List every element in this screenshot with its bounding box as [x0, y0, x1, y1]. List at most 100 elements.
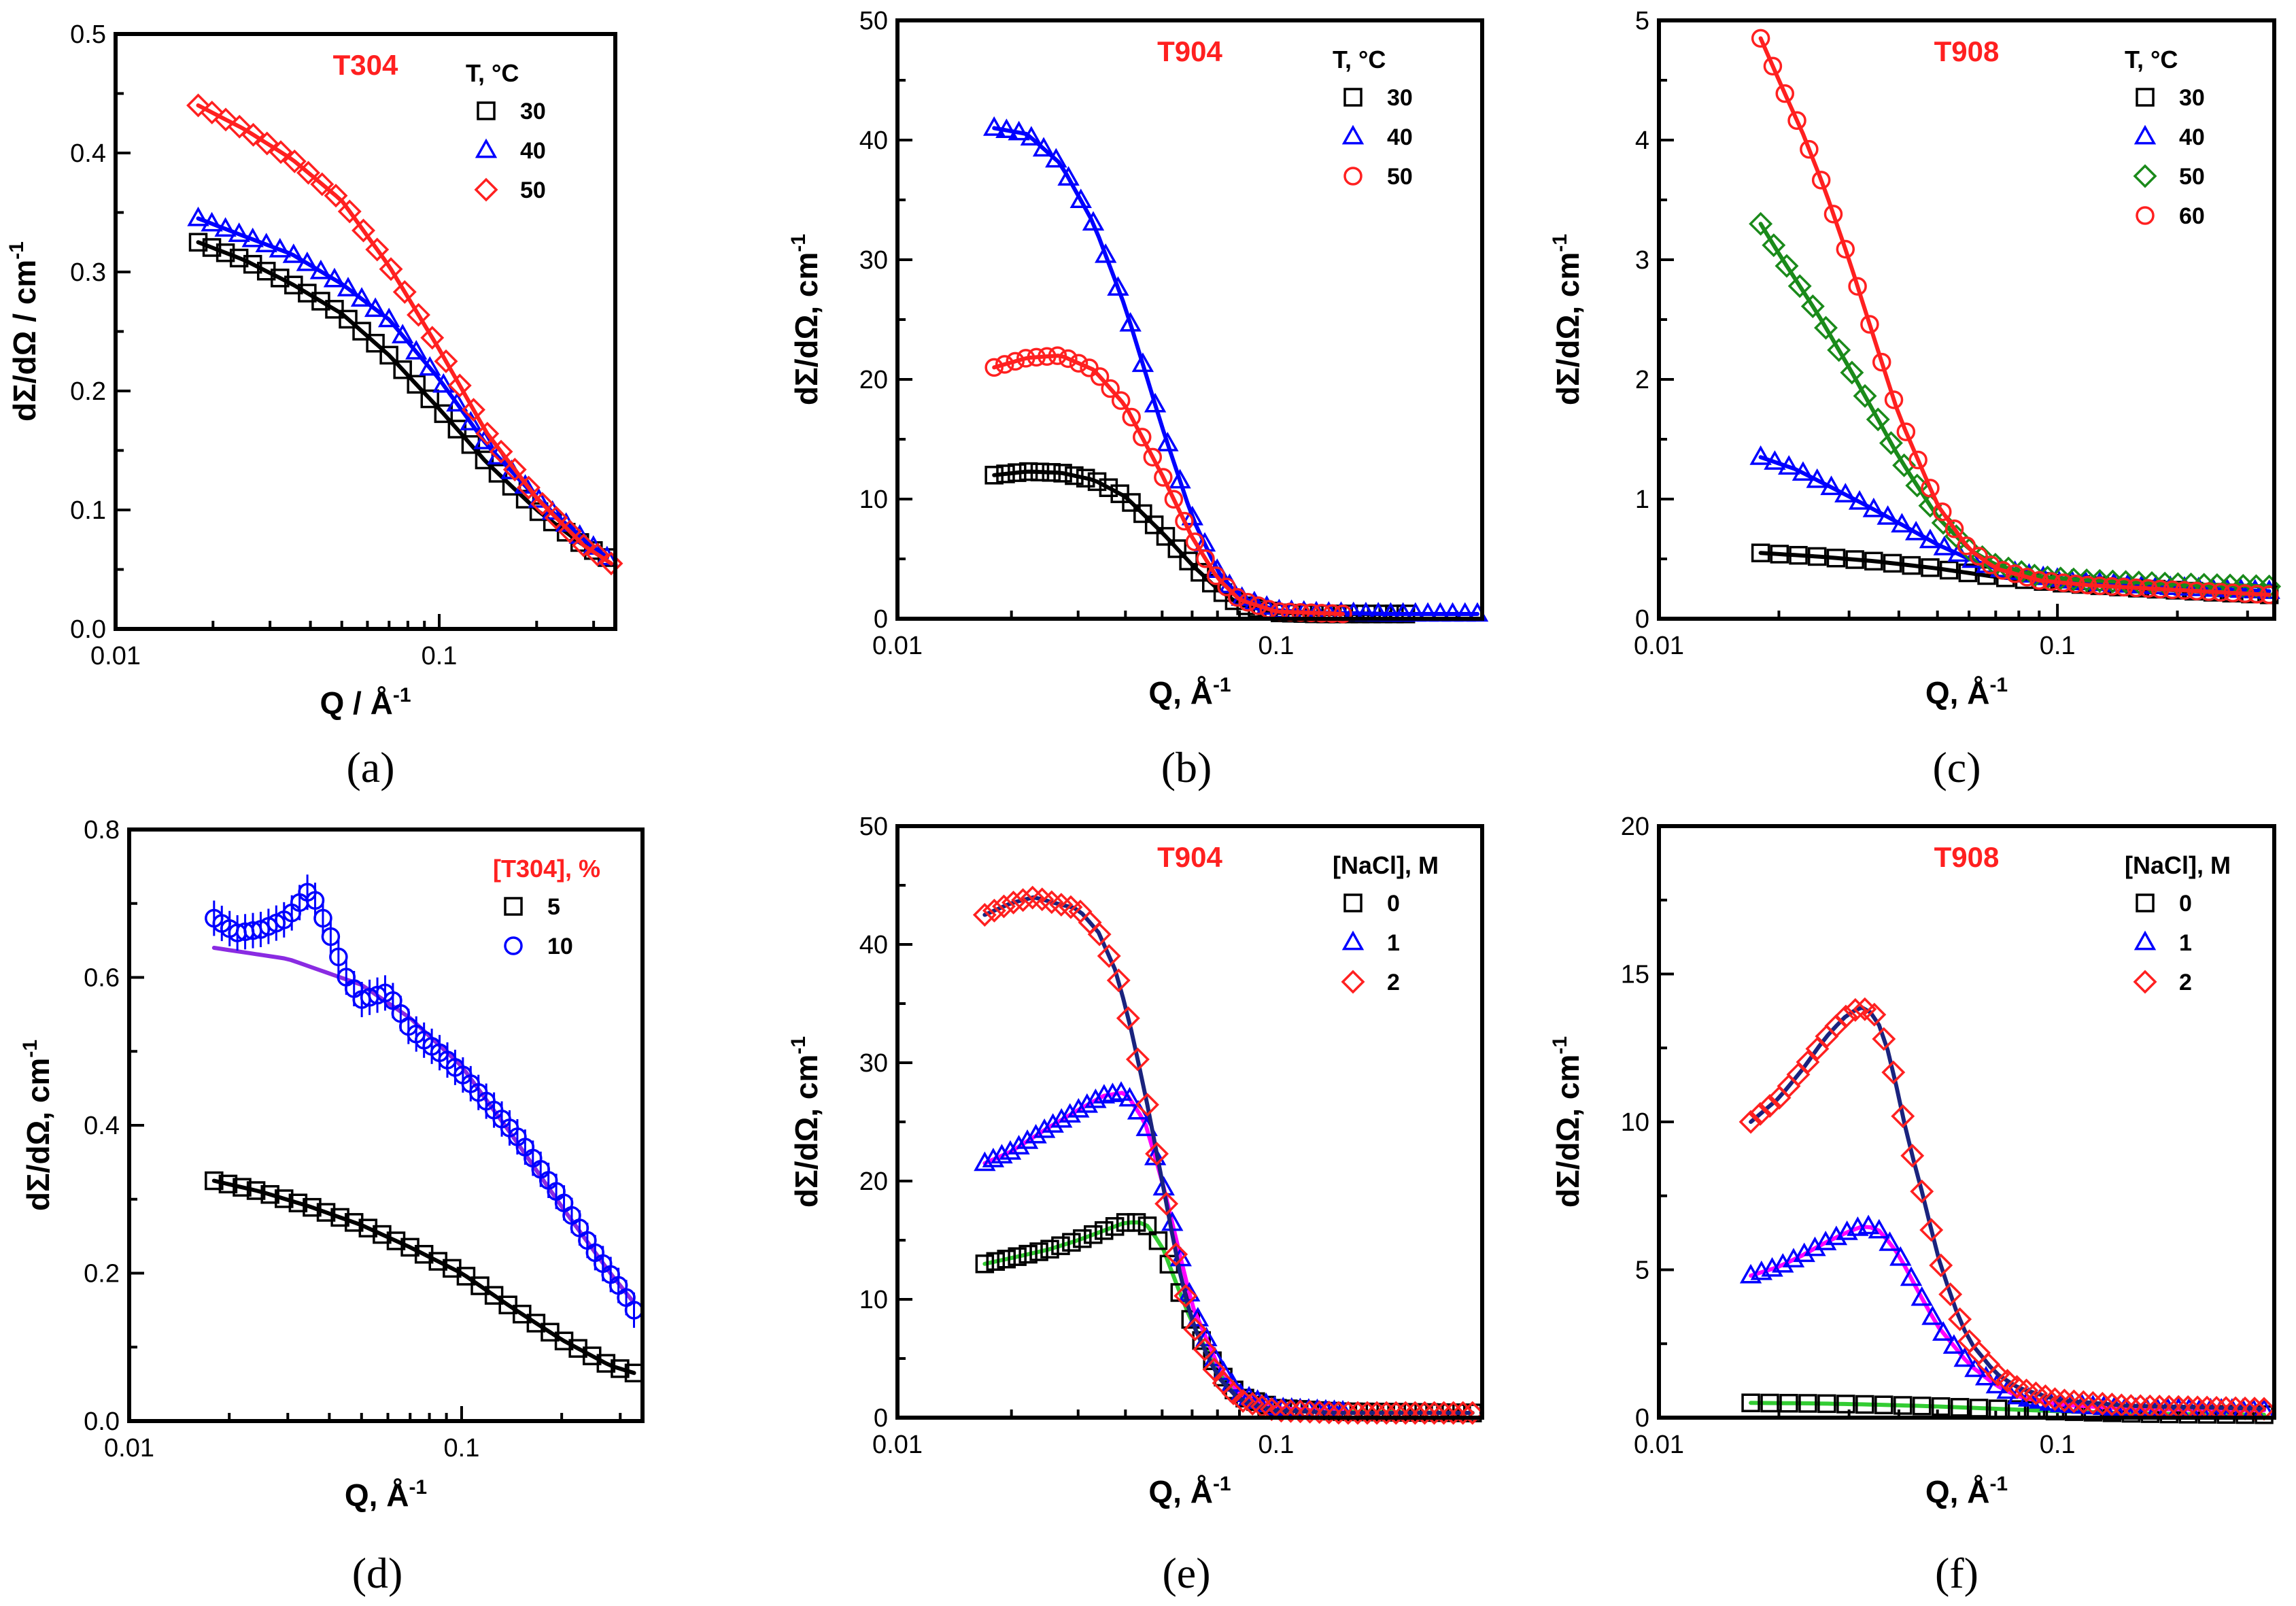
- x-tick-label: 0.01: [104, 1434, 154, 1463]
- legend-marker-40: [1341, 124, 1365, 145]
- plot-frame: [114, 32, 617, 631]
- data-point-5: [233, 1178, 252, 1197]
- data-point-50: [213, 107, 238, 132]
- y-tick-label: 4: [1635, 126, 1649, 155]
- panel-letter: (b): [1161, 743, 1212, 791]
- data-point-30: [984, 466, 1004, 485]
- data-point-50: [1879, 431, 1903, 456]
- data-point-50: [1206, 566, 1226, 585]
- data-point-2: [972, 903, 997, 927]
- data-point-2: [2052, 1388, 2076, 1413]
- legend-label: 50: [1387, 164, 1413, 190]
- data-point-5: [330, 1208, 349, 1227]
- data-point-2: [1986, 1363, 2010, 1387]
- data-point-30: [1076, 468, 1095, 488]
- data-point-30: [325, 300, 344, 319]
- legend-marker-1: [2134, 930, 2157, 951]
- y-axis-label-sup: -1: [787, 234, 810, 252]
- data-point-50: [1248, 596, 1268, 615]
- data-point-60: [1775, 84, 1794, 103]
- x-tick-label: 0.1: [422, 642, 458, 670]
- data-point-2: [1221, 1381, 1246, 1405]
- legend-marker-50: [2133, 164, 2157, 188]
- data-point-50: [475, 422, 500, 446]
- data-point-2: [1087, 922, 1112, 946]
- data-point-30: [1042, 463, 1061, 482]
- data-point-2: [1011, 888, 1035, 912]
- data-point-50: [241, 122, 265, 147]
- data-point-50: [530, 492, 555, 516]
- x-axis-title: Q, Å-1: [1148, 674, 1231, 711]
- x-axis-title: Q, Å-1: [1148, 1473, 1231, 1509]
- data-point-60: [2211, 583, 2231, 602]
- data-point-50: [489, 439, 513, 464]
- data-point-0: [1950, 1398, 1970, 1417]
- y-tick-label: 50: [859, 813, 888, 841]
- y-tick-label: 40: [859, 126, 888, 155]
- panel-letter: (e): [1162, 1549, 1210, 1597]
- data-point-40: [528, 488, 550, 508]
- data-point-1: [999, 1140, 1022, 1160]
- data-point-0: [1894, 1396, 1913, 1415]
- data-point-50: [1164, 490, 1184, 509]
- panel-letter: (c): [1932, 743, 1981, 791]
- data-point-2: [1929, 1253, 1953, 1278]
- fit-line-50: [1758, 222, 2272, 589]
- data-point-2: [1738, 1110, 1763, 1134]
- data-point-2: [1748, 1101, 1772, 1126]
- data-point-30: [1087, 472, 1107, 492]
- data-point-60: [1787, 111, 1806, 130]
- data-point-10: [321, 927, 341, 946]
- data-point-60: [2175, 581, 2194, 600]
- legend-title: [T304], %: [493, 855, 600, 883]
- data-point-50: [1006, 352, 1025, 371]
- data-point-50: [1333, 604, 1352, 623]
- y-axis-label: dΣ/dΩ, cm: [1550, 1055, 1586, 1208]
- data-point-2: [1317, 1400, 1341, 1424]
- data-point-5: [386, 1231, 406, 1250]
- data-point-0: [1741, 1393, 1760, 1412]
- chart-title: T908: [1934, 841, 2000, 873]
- data-point-5: [275, 1189, 294, 1208]
- y-tick-label: 0.0: [84, 1407, 120, 1436]
- data-point-60: [1811, 171, 1831, 190]
- data-point-60: [2199, 582, 2218, 601]
- data-point-30: [1939, 560, 1959, 580]
- legend-label: 40: [520, 138, 546, 164]
- data-point-40: [1008, 120, 1030, 141]
- data-point-50: [1185, 532, 1205, 551]
- y-axis-label: dΣ/dΩ / cm: [7, 260, 42, 422]
- x-tick-label: 0.1: [1258, 1431, 1295, 1459]
- data-point-0: [1084, 1225, 1103, 1244]
- y-tick-label: 0: [874, 1404, 888, 1433]
- data-point-2: [1346, 1401, 1370, 1425]
- legend-marker-2: [1341, 970, 1365, 994]
- data-point-60: [1823, 205, 1843, 224]
- data-point-40: [1119, 311, 1142, 332]
- data-point-1: [1889, 1246, 1912, 1266]
- data-point-1: [1942, 1334, 1966, 1354]
- data-point-50: [1059, 349, 1078, 369]
- data-point-0: [997, 1249, 1016, 1269]
- chart-title: T904: [1157, 841, 1222, 873]
- data-point-50: [407, 303, 430, 327]
- data-point-10: [329, 947, 348, 967]
- data-point-40: [473, 430, 496, 449]
- legend-marker-5: [504, 897, 523, 916]
- data-point-50: [447, 373, 472, 398]
- data-point-60: [2090, 576, 2110, 596]
- data-point-50: [1027, 347, 1046, 367]
- data-point-50: [1814, 315, 1838, 340]
- data-point-1: [1793, 1242, 1815, 1263]
- y-tick-label: 30: [859, 246, 888, 275]
- legend-label: 60: [2179, 203, 2205, 229]
- data-point-30: [1030, 462, 1050, 481]
- y-tick-label: 0.4: [70, 139, 106, 168]
- data-point-30: [202, 238, 222, 257]
- data-point-60: [2163, 580, 2182, 600]
- y-tick-label: 0.0: [70, 615, 106, 644]
- data-point-50: [1787, 274, 1812, 298]
- data-point-60: [1763, 56, 1783, 76]
